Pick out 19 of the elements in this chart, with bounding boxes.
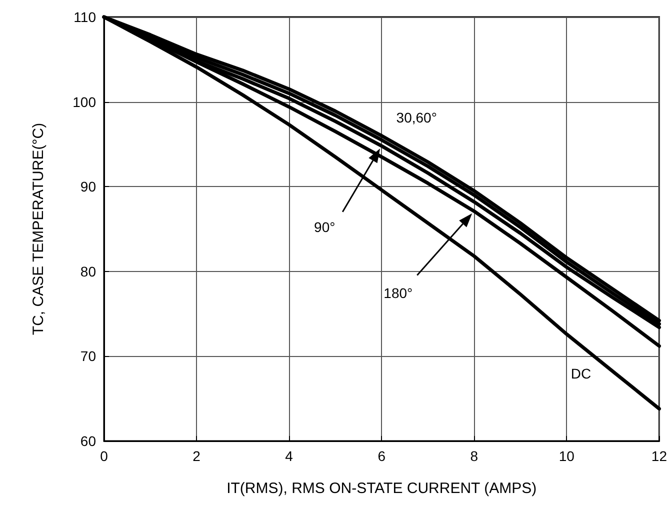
series-label: DC	[570, 365, 592, 382]
x-tick-label: 12	[651, 448, 668, 464]
annotation: 180°	[384, 285, 413, 302]
y-tick-label: 80	[80, 263, 96, 280]
y-tick-label: 90	[80, 178, 96, 195]
y-tick-label: 70	[80, 348, 96, 364]
x-tick-label: 10	[558, 448, 575, 464]
x-tick-label: 2	[192, 448, 201, 464]
annotation: 30,60°	[396, 110, 437, 126]
annotation: 90°	[314, 218, 336, 235]
y-axis-title: TC, CASE TEMPERATURE(°C)	[30, 122, 47, 336]
x-tick-label: 8	[470, 448, 478, 464]
x-tick-label: 0	[100, 448, 108, 464]
y-tick-label: 110	[74, 9, 96, 25]
y-tick-label: 100	[72, 94, 96, 110]
x-axis-title: IT(RMS), RMS ON-STATE CURRENT (AMPS)	[226, 480, 537, 497]
x-tick-label: 6	[378, 448, 386, 464]
y-tick-label: 60	[80, 433, 96, 449]
x-tick-label: 4	[285, 448, 294, 464]
